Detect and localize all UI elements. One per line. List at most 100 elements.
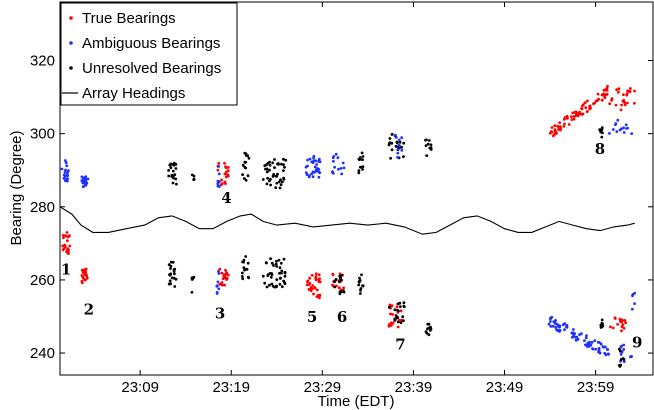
bearing-point-ambiguous — [308, 157, 312, 161]
bearing-point-ambiguous — [572, 328, 575, 331]
bearing-point-unresolved — [600, 135, 604, 139]
x-tick-label: 23:19 — [212, 379, 250, 396]
bearing-point-unresolved — [278, 271, 281, 275]
bearing-point-true — [387, 324, 391, 328]
bearing-point-unresolved — [279, 276, 282, 280]
bearing-point-ambiguous — [217, 165, 221, 168]
bearing-point-unresolved — [333, 285, 337, 289]
bearing-point-ambiguous — [622, 131, 626, 134]
x-tick-label: 23:49 — [486, 379, 524, 396]
bearing-point-ambiguous — [341, 161, 345, 165]
bearing-point-ambiguous — [593, 339, 597, 342]
bearing-point-true — [553, 132, 557, 136]
bearing-point-unresolved — [276, 172, 279, 176]
bearing-point-unresolved — [619, 363, 623, 367]
bearing-point-unresolved — [169, 264, 173, 268]
bearing-point-ambiguous — [307, 175, 311, 179]
bearing-point-true — [218, 267, 222, 271]
bearing-point-unresolved — [270, 261, 274, 265]
bearing-point-true — [557, 127, 560, 131]
bearing-point-ambiguous — [608, 132, 611, 135]
bearing-point-true — [622, 326, 626, 330]
bearing-point-true — [388, 303, 392, 307]
bearing-point-true — [602, 92, 605, 96]
bearing-point-ambiguous — [616, 118, 620, 122]
bearing-point-true — [226, 273, 230, 277]
bearing-point-ambiguous — [314, 159, 318, 163]
bearing-point-true — [312, 292, 315, 296]
bearing-point-unresolved — [334, 278, 338, 281]
bearing-point-ambiguous — [624, 123, 628, 127]
bearing-point-unresolved — [598, 128, 602, 132]
bearing-point-unresolved — [243, 151, 247, 155]
bearing-point-unresolved — [402, 155, 405, 159]
bearing-point-true — [557, 125, 560, 128]
bearing-point-unresolved — [265, 170, 269, 174]
bearing-point-true — [629, 87, 632, 90]
bearing-point-unresolved — [280, 162, 283, 166]
bearing-point-unresolved — [274, 186, 278, 190]
bearing-point-true — [570, 118, 574, 121]
bearing-point-true — [583, 101, 587, 104]
bearing-point-ambiguous — [585, 334, 588, 338]
bearing-point-true — [309, 286, 313, 289]
bearing-point-unresolved — [168, 279, 172, 283]
bearing-point-ambiguous — [331, 171, 335, 175]
bearing-point-unresolved — [244, 255, 248, 258]
legend-box — [60, 2, 238, 106]
bearing-point-true — [623, 319, 627, 322]
bearing-point-unresolved — [275, 265, 279, 268]
bearing-point-true — [621, 323, 625, 327]
bearing-point-ambiguous — [630, 132, 634, 136]
cluster-label: 5 — [307, 308, 317, 326]
bearing-point-unresolved — [426, 142, 430, 146]
bearing-point-unresolved — [361, 155, 365, 158]
bearing-point-unresolved — [338, 274, 342, 278]
bearing-point-unresolved — [359, 165, 362, 169]
bearing-point-ambiguous — [555, 328, 558, 332]
bearing-point-unresolved — [333, 280, 336, 284]
bearing-point-ambiguous — [60, 167, 64, 171]
bearing-point-ambiguous — [80, 175, 84, 179]
bearing-point-unresolved — [424, 330, 428, 334]
bearing-point-unresolved — [279, 183, 283, 187]
bearing-point-true — [221, 182, 224, 186]
legend: True Bearings Ambiguous Bearings Unresolve… — [60, 2, 238, 106]
bearing-point-true — [81, 275, 85, 279]
bearing-point-unresolved — [357, 169, 361, 173]
bearing-point-unresolved — [247, 276, 251, 280]
bearing-point-true — [620, 103, 623, 107]
legend-label: True Bearings — [82, 10, 176, 27]
bearing-point-unresolved — [190, 290, 194, 294]
bearing-point-unresolved — [622, 358, 626, 361]
bearing-point-unresolved — [402, 301, 406, 305]
bearing-point-true — [562, 125, 566, 128]
bearing-point-true — [553, 128, 557, 132]
bearing-point-unresolved — [261, 274, 265, 278]
x-tick-label: 23:29 — [304, 379, 342, 396]
bearing-point-true — [628, 89, 631, 93]
bearing-point-unresolved — [361, 165, 365, 169]
bearing-point-ambiguous — [589, 343, 592, 347]
bearing-point-ambiguous — [317, 157, 321, 161]
bearing-point-unresolved — [274, 262, 278, 266]
bearing-point-unresolved — [243, 267, 247, 271]
bearing-point-unresolved — [170, 276, 174, 280]
bearing-point-unresolved — [387, 143, 391, 147]
bearing-point-true — [622, 99, 626, 103]
bearing-point-ambiguous — [550, 315, 554, 319]
bearing-point-unresolved — [390, 132, 394, 136]
bearing-point-true — [61, 234, 65, 237]
bearing-point-unresolved — [617, 347, 621, 351]
bearing-point-true — [399, 309, 403, 313]
bearing-point-ambiguous — [547, 322, 551, 326]
bearing-point-true — [613, 317, 617, 320]
bearing-point-true — [80, 279, 84, 283]
bearing-point-unresolved — [394, 314, 398, 317]
bearing-point-unresolved — [401, 315, 405, 319]
bearing-point-true — [576, 114, 580, 118]
bearing-point-unresolved — [275, 285, 279, 288]
bearing-point-true — [67, 248, 70, 252]
bearing-point-true — [217, 161, 221, 165]
x-axis-title: Time (EDT) — [318, 393, 395, 410]
